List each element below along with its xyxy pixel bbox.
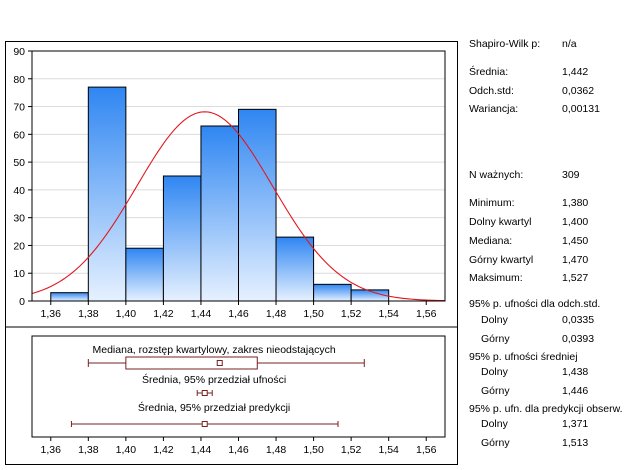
box-x-tick-label: 1,52 [341,444,362,456]
prediction-heading: 95% p. ufn. dla predykcji obserw. [469,403,623,415]
minimum-value: 1,380 [562,197,589,209]
n-valid-label: N ważnych: [469,169,524,181]
y-tick-label: 30 [13,213,25,225]
histogram-bar [162,175,202,302]
histogram-bar [313,283,352,302]
box-item-label: Średnia, 95% przedział ufności [142,373,286,386]
box-plot: 1,36 1,38 1,40 1,42 1,44 1,46 1,48 1,50 1,52 1,54… [6,326,457,456]
box-x-tick-label: 1,50 [303,444,324,456]
y-tick-label: 70 [13,102,25,114]
histogram-bar [200,125,239,302]
x-tick-label: 1,54 [378,308,399,320]
ci-sd-heading: 95% p. ufności dla odch.std. [469,298,601,310]
upper-quartile-label: Górny kwartyl [469,254,534,266]
box-x-tick-label: 1,48 [266,444,287,456]
ci-sd-upper-label: Górny [481,333,510,345]
maximum-value: 1,527 [562,272,589,284]
x-tick-label: 1,52 [341,308,362,320]
x-tick-label: 1,44 [191,308,212,320]
quartile-box [125,356,258,370]
shapiro-value: n/a [562,38,577,50]
shapiro-label: Shapiro-Wilk p: [469,38,541,50]
ci-mean-heading: 95% p. ufności średniej [469,351,578,363]
n-valid-value: 309 [562,169,580,181]
histogram-bar [275,236,315,302]
maximum-label: Maksimum: [469,272,523,284]
x-tick-label: 1,36 [41,308,62,320]
box-plot-area [31,335,446,438]
median-marker [216,360,223,366]
variance-value: 0,00131 [562,103,600,115]
histogram-bar [238,108,277,302]
upper-quartile-value: 1,470 [562,254,589,266]
box-x-tick-label: 1,44 [191,444,212,456]
minimum-label: Minimum: [469,197,515,209]
ci-sd-lower-value: 0,0335 [562,314,595,326]
x-tick-label: 1,42 [153,308,174,320]
variance-label: Wariancja: [469,103,519,115]
sd-value: 0,0362 [562,85,595,97]
median-value: 1,450 [562,235,589,247]
ci-sd-upper-value: 0,0393 [562,333,595,345]
chart-frame: 0 10 20 30 40 50 60 70 80 90 1,36 1,38 1,40 1,42 1,44 1… [5,41,458,465]
mean-label: Średnia: [469,66,509,78]
box-x-tick-label: 1,46 [228,444,249,456]
lower-quartile-label: Dolny kwartyl [469,216,532,228]
mean-value: 1,442 [562,66,589,78]
lower-quartile-value: 1,400 [562,216,589,228]
x-tick-label: 1,50 [303,308,324,320]
box-x-tick-label: 1,40 [116,444,137,456]
median-label: Mediana: [469,235,513,247]
sd-label: Odch.std: [469,85,514,97]
ci-mean-upper-value: 1,446 [562,385,589,397]
ci-mean-upper-label: Górny [481,385,510,397]
y-tick-label: 20 [13,240,25,252]
x-tick-label: 1,48 [266,308,287,320]
y-tick-label: 50 [13,157,25,169]
histogram-bar [125,247,164,302]
y-tick-label: 90 [13,46,25,58]
y-tick-label: 40 [13,185,25,197]
mean-marker [201,421,208,427]
prediction-lower-value: 1,371 [562,418,589,430]
box-x-tick-label: 1,38 [78,444,99,456]
mean-marker [201,390,208,396]
box-x-tick-label: 1,56 [416,444,437,456]
box-x-tick-label: 1,36 [41,444,62,456]
statistics-panel: Shapiro-Wilk p: n/a Średnia: 1,442 Odch.… [469,0,638,470]
box-x-tick-label: 1,54 [378,444,399,456]
histogram-bar [87,86,127,302]
y-tick-label: 60 [13,129,25,141]
x-tick-label: 1,40 [116,308,137,320]
y-tick-label: 80 [13,74,25,86]
histogram: 0 10 20 30 40 50 60 70 80 90 1,36 1,38 1,40 1,42 1,44 1… [13,46,446,320]
histogram-bar [50,292,89,302]
x-tick-label: 1,56 [416,308,437,320]
box-x-tick-label: 1,42 [153,444,174,456]
y-tick-label: 10 [13,268,25,280]
prediction-lower-label: Dolny [481,418,508,430]
prediction-upper-label: Górny [481,437,510,449]
prediction-upper-value: 1,513 [562,437,589,449]
ci-sd-lower-label: Dolny [481,314,508,326]
box-item-label: Średnia, 95% przedział predykcji [138,401,290,414]
y-tick-label: 0 [19,296,25,308]
x-tick-label: 1,38 [78,308,99,320]
box-item-label: Mediana, rozstęp kwartylowy, zakres nieo… [93,344,336,356]
ci-mean-lower-label: Dolny [481,366,508,378]
normal-curve [31,111,446,302]
x-tick-label: 1,46 [228,308,249,320]
ci-mean-lower-value: 1,438 [562,366,589,378]
